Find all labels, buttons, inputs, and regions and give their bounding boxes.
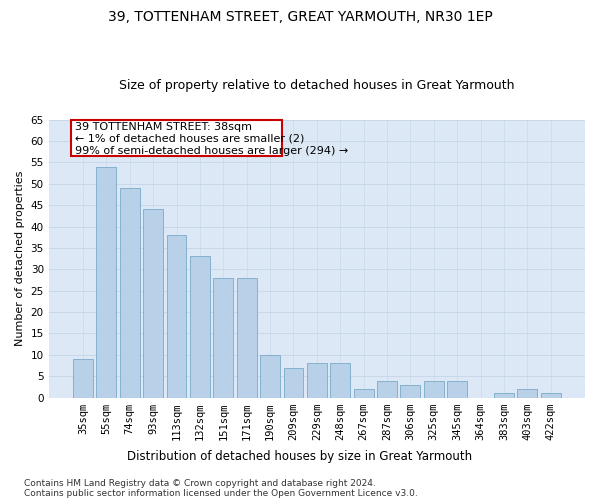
Bar: [190, 256, 210, 398]
Text: Contains HM Land Registry data © Crown copyright and database right 2024.: Contains HM Land Registry data © Crown c…: [24, 478, 376, 488]
Bar: [377, 380, 397, 398]
Bar: [424, 380, 443, 398]
Text: 99% of semi-detached houses are larger (294) →: 99% of semi-detached houses are larger (…: [75, 146, 348, 156]
Bar: [73, 359, 93, 398]
Text: ← 1% of detached houses are smaller (2): ← 1% of detached houses are smaller (2): [75, 134, 304, 144]
Title: Size of property relative to detached houses in Great Yarmouth: Size of property relative to detached ho…: [119, 79, 515, 92]
Bar: [260, 355, 280, 398]
Bar: [143, 210, 163, 398]
Text: Contains public sector information licensed under the Open Government Licence v3: Contains public sector information licen…: [24, 488, 418, 498]
Bar: [330, 364, 350, 398]
Bar: [167, 235, 187, 398]
Bar: [97, 166, 116, 398]
Bar: [517, 389, 537, 398]
Bar: [237, 278, 257, 398]
FancyBboxPatch shape: [71, 120, 282, 156]
Bar: [494, 394, 514, 398]
Y-axis label: Number of detached properties: Number of detached properties: [15, 171, 25, 346]
Bar: [307, 364, 327, 398]
Text: 39, TOTTENHAM STREET, GREAT YARMOUTH, NR30 1EP: 39, TOTTENHAM STREET, GREAT YARMOUTH, NR…: [107, 10, 493, 24]
Bar: [284, 368, 304, 398]
Bar: [400, 385, 421, 398]
Bar: [120, 188, 140, 398]
Bar: [541, 394, 560, 398]
Text: 39 TOTTENHAM STREET: 38sqm: 39 TOTTENHAM STREET: 38sqm: [75, 122, 252, 132]
Bar: [447, 380, 467, 398]
Bar: [353, 389, 374, 398]
Bar: [214, 278, 233, 398]
Text: Distribution of detached houses by size in Great Yarmouth: Distribution of detached houses by size …: [127, 450, 473, 463]
